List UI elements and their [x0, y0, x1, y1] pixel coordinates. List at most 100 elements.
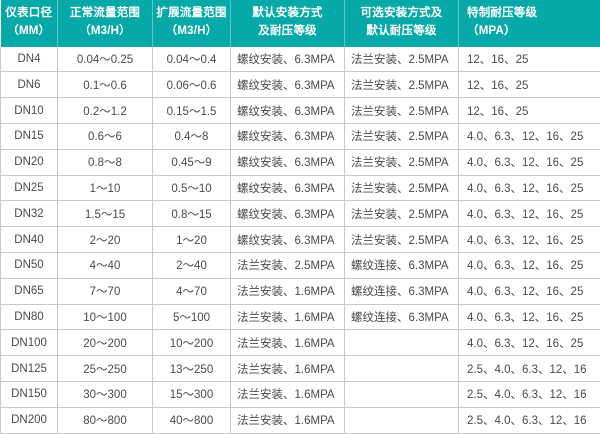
cell-optional-install	[345, 381, 459, 407]
column-header-optional-install: 可选安装方式及 默认耐压等级	[345, 0, 459, 47]
cell-extended-flow: 0.15～1.5	[153, 98, 231, 124]
cell-default-install: 螺纹安装、6.3MPA	[231, 227, 345, 253]
column-header-special-pressure-line1: 特制耐压等级	[467, 5, 599, 23]
cell-normal-flow: 2～20	[58, 227, 153, 253]
cell-normal-flow: 0.8～8	[58, 149, 153, 175]
column-header-default-install: 默认安装方式 及耐压等级	[231, 0, 345, 47]
cell-default-install: 法兰安装、2.5MPA	[231, 253, 345, 279]
cell-special-pressure: 12、16、25	[459, 47, 600, 72]
cell-extended-flow: 2～40	[153, 253, 231, 279]
cell-normal-flow: 1～10	[58, 175, 153, 201]
cell-normal-flow: 0.2～1.2	[58, 98, 153, 124]
cell-normal-flow: 30～300	[58, 381, 153, 407]
cell-optional-install: 螺纹连接、6.3MPA	[345, 278, 459, 304]
cell-optional-install: 法兰安装、2.5MPA	[345, 149, 459, 175]
cell-optional-install: 法兰安装、2.5MPA	[345, 227, 459, 253]
table-header-row: 仪表口径 （MM） 正常流量范围 （M3/H） 扩展流量范围 （M3/H） 默认…	[1, 0, 600, 47]
cell-default-install: 法兰安装、1.6MPA	[231, 407, 345, 433]
cell-normal-flow: 25～250	[58, 356, 153, 382]
cell-optional-install: 法兰安装、2.5MPA	[345, 98, 459, 124]
cell-optional-install	[345, 330, 459, 356]
cell-default-install: 法兰安装、1.6MPA	[231, 330, 345, 356]
table-header: 仪表口径 （MM） 正常流量范围 （M3/H） 扩展流量范围 （M3/H） 默认…	[1, 0, 600, 47]
cell-optional-install: 法兰安装、2.5MPA	[345, 47, 459, 72]
column-header-optional-install-line2: 默认耐压等级	[347, 23, 456, 41]
cell-default-install: 螺纹安装、6.3MPA	[231, 47, 345, 72]
cell-extended-flow: 40～800	[153, 407, 231, 433]
cell-special-pressure: 4.0、6.3、12、16、25	[459, 304, 600, 330]
cell-special-pressure: 12、16、25	[459, 72, 600, 98]
cell-extended-flow: 15～300	[153, 381, 231, 407]
cell-special-pressure: 4.0、6.3、12、16、25	[459, 253, 600, 279]
cell-special-pressure: 4.0、6.3、12、16、25	[459, 201, 600, 227]
cell-extended-flow: 4～70	[153, 278, 231, 304]
cell-normal-flow: 10～100	[58, 304, 153, 330]
column-header-extended-flow-line2: （M3/H）	[155, 23, 228, 41]
cell-default-install: 法兰安装、1.6MPA	[231, 278, 345, 304]
cell-extended-flow: 13～250	[153, 356, 231, 382]
cell-special-pressure: 2.5、4.0、6.3、12、16	[459, 407, 600, 433]
cell-special-pressure: 4.0、6.3、12、16、25	[459, 149, 600, 175]
cell-special-pressure: 4.0、6.3、12、16、25	[459, 278, 600, 304]
cell-optional-install: 螺纹连接、6.3MPA	[345, 304, 459, 330]
cell-default-install: 螺纹安装、6.3MPA	[231, 149, 345, 175]
column-header-optional-install-line1: 可选安装方式及	[347, 5, 456, 23]
cell-special-pressure: 12、16、25	[459, 98, 600, 124]
cell-diameter: DN80	[1, 304, 58, 330]
cell-diameter: DN150	[1, 381, 58, 407]
cell-normal-flow: 4～40	[58, 253, 153, 279]
cell-optional-install: 螺纹连接、6.3MPA	[345, 253, 459, 279]
cell-normal-flow: 80～800	[58, 407, 153, 433]
cell-diameter: DN50	[1, 253, 58, 279]
cell-extended-flow: 1～20	[153, 227, 231, 253]
cell-optional-install: 法兰安装、2.5MPA	[345, 175, 459, 201]
cell-diameter: DN10	[1, 98, 58, 124]
column-header-special-pressure: 特制耐压等级 （MPA）	[459, 0, 600, 47]
cell-special-pressure: 4.0、6.3、12、16、25	[459, 330, 600, 356]
cell-special-pressure: 2.5、4.0、6.3、12、16	[459, 356, 600, 382]
cell-optional-install	[345, 356, 459, 382]
cell-optional-install	[345, 407, 459, 433]
cell-default-install: 螺纹安装、6.3MPA	[231, 98, 345, 124]
cell-diameter: DN6	[1, 72, 58, 98]
cell-extended-flow: 0.06～0.6	[153, 72, 231, 98]
column-header-extended-flow-line1: 扩展流量范围	[155, 5, 228, 23]
column-header-normal-flow-line1: 正常流量范围	[60, 5, 150, 23]
cell-diameter: DN200	[1, 407, 58, 433]
cell-diameter: DN125	[1, 356, 58, 382]
cell-normal-flow: 20～200	[58, 330, 153, 356]
cell-normal-flow: 7～70	[58, 278, 153, 304]
cell-special-pressure: 4.0、6.3、12、16、25	[459, 124, 600, 150]
column-header-diameter-line1: 仪表口径	[3, 5, 56, 23]
cell-default-install: 法兰安装、1.6MPA	[231, 356, 345, 382]
cell-default-install: 法兰安装、1.6MPA	[231, 381, 345, 407]
cell-extended-flow: 0.4～8	[153, 124, 231, 150]
cell-diameter: DN15	[1, 124, 58, 150]
column-header-special-pressure-line2: （MPA）	[467, 23, 599, 41]
cell-default-install: 法兰安装、1.6MPA	[231, 304, 345, 330]
cell-extended-flow: 0.45～9	[153, 149, 231, 175]
cell-extended-flow: 10～200	[153, 330, 231, 356]
cell-diameter: DN25	[1, 175, 58, 201]
cell-diameter: DN65	[1, 278, 58, 304]
cell-normal-flow: 1.5～15	[58, 201, 153, 227]
column-header-normal-flow: 正常流量范围 （M3/H）	[58, 0, 153, 47]
cell-normal-flow: 0.1～0.6	[58, 72, 153, 98]
cell-extended-flow: 0.5～10	[153, 175, 231, 201]
cell-diameter: DN20	[1, 149, 58, 175]
cell-extended-flow: 0.8～15	[153, 201, 231, 227]
cell-diameter: DN40	[1, 227, 58, 253]
cell-optional-install: 法兰安装、2.5MPA	[345, 72, 459, 98]
cell-default-install: 螺纹安装、6.3MPA	[231, 175, 345, 201]
